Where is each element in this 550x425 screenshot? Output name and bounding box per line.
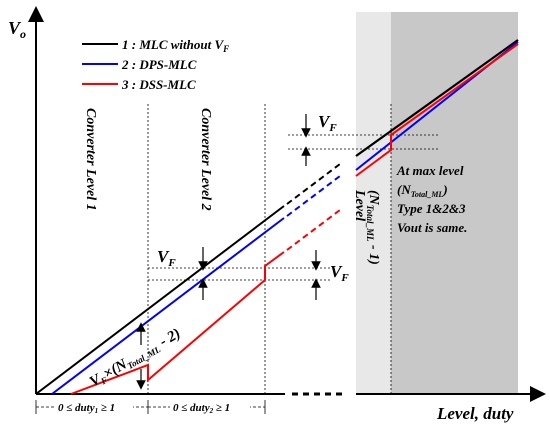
note-line-2: (NTotal_ML) <box>397 182 448 199</box>
line-type3-dashed <box>286 209 341 251</box>
converter-level-2-label: Converter Level 2 <box>198 108 213 211</box>
line-type3-final <box>355 43 519 177</box>
max-level-note: At max level (NTotal_ML) Type 1&2&3 Vout… <box>396 163 467 235</box>
line-type2-solid <box>51 217 285 395</box>
duty1-label-bg <box>55 399 133 415</box>
duty1-label: 0 ≤ duty1 ≥ 1 <box>58 402 115 415</box>
y-axis-label: Vo <box>8 18 26 41</box>
legend-label-1: 1 : MLC without VF <box>122 37 229 54</box>
legend: 1 : MLC without VF 2 : DPS-MLC 3 : DSS-M… <box>82 37 229 92</box>
line-type2-dashed <box>286 175 341 217</box>
duty2-label-bg <box>170 399 250 415</box>
x-axis-label: Level, duty <box>436 404 514 423</box>
max-level-region-dark <box>391 12 518 394</box>
line-type3-solid <box>70 251 285 395</box>
vf-label-mid-left: VF <box>157 247 176 269</box>
note-line-3: Type 1&2&3 <box>397 201 466 216</box>
vf-label-top: VF <box>318 112 337 134</box>
legend-label-2: 2 : DPS-MLC <box>121 57 197 72</box>
converter-level-1-label: Converter Level 1 <box>83 108 98 211</box>
max-level-region-light <box>356 12 391 394</box>
vf-multiplier-label: VF×(NTotal_ML - 2) <box>87 326 184 392</box>
max-level-label: (NTotal_ML - 1) <box>365 190 381 265</box>
duty2-label: 0 ≤ duty2 ≥ 1 <box>173 402 230 415</box>
note-line-1: At max level <box>396 163 464 178</box>
line-type1-dashed <box>286 163 341 205</box>
line-type1-final <box>355 39 519 157</box>
legend-label-3: 3 : DSS-MLC <box>121 77 196 92</box>
line-type1-solid <box>35 205 285 395</box>
note-line-4: Vout is same. <box>397 220 467 235</box>
max-level-word: Level <box>352 189 367 221</box>
vf-label-right: VF <box>330 262 349 284</box>
